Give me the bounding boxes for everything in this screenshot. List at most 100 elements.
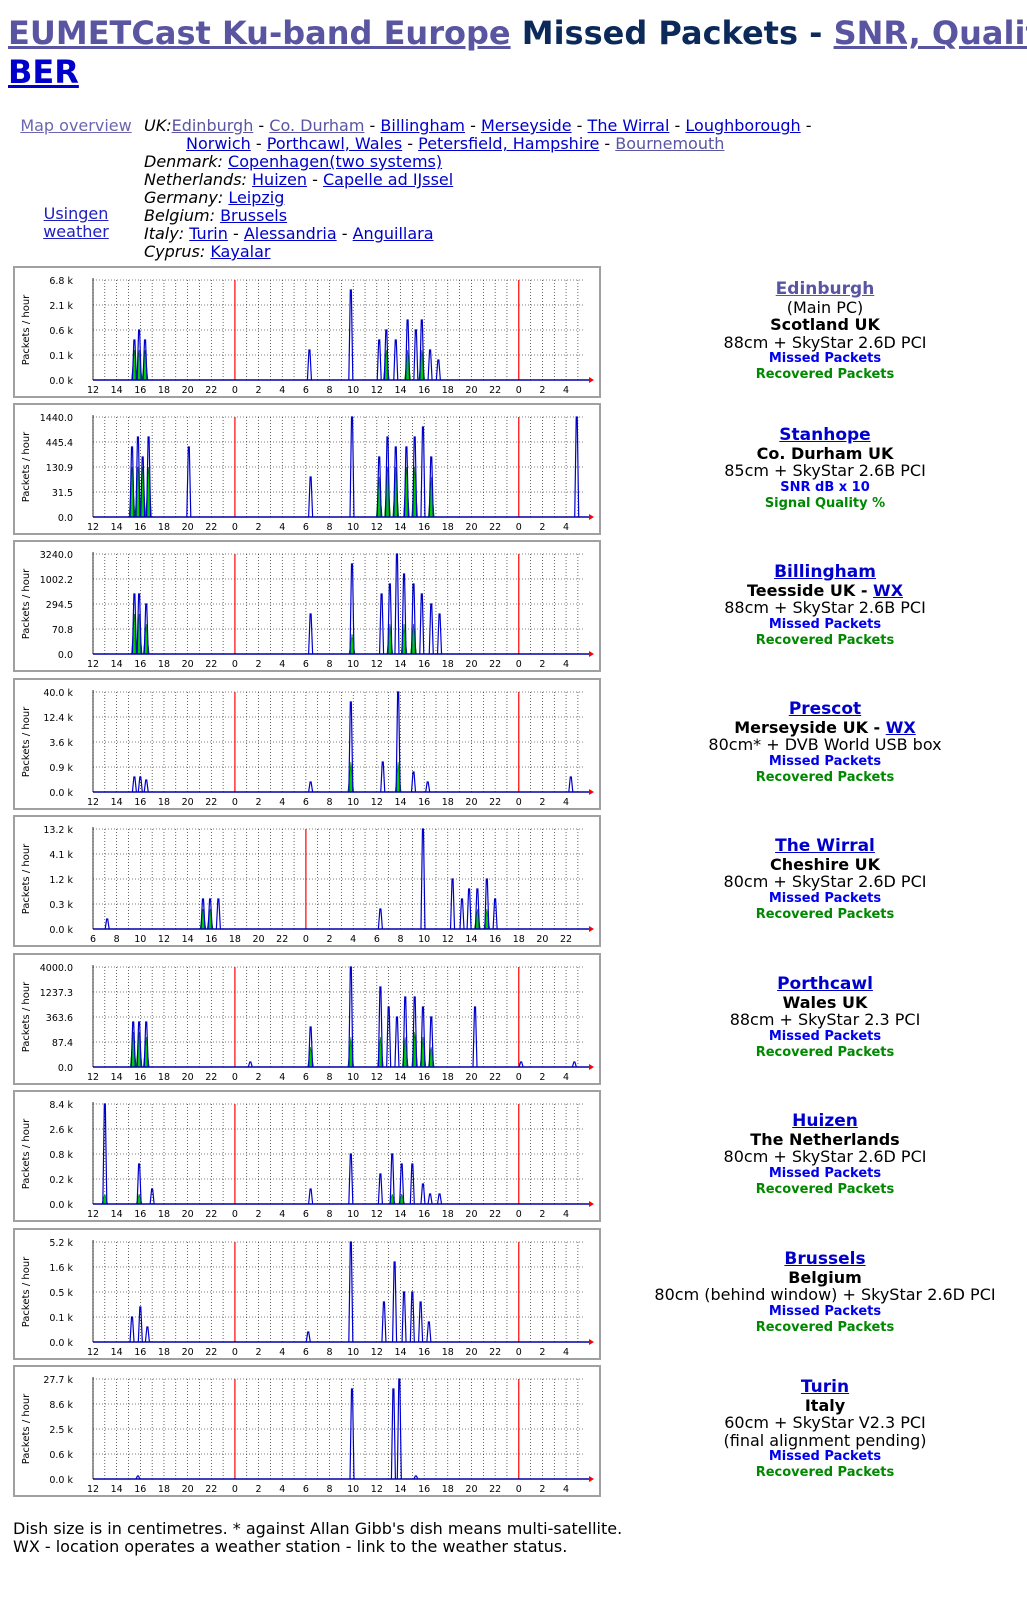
station-link-wirral[interactable]: The Wirral xyxy=(775,836,875,856)
x-tick-label: 4 xyxy=(563,1209,569,1220)
site-link-capelle-ad-ijssel[interactable]: Capelle ad IJssel xyxy=(322,170,454,189)
x-tick-label: 8 xyxy=(327,1484,333,1495)
site-link-huizen[interactable]: Huizen xyxy=(252,170,308,189)
x-tick-label: 0 xyxy=(516,385,522,396)
x-tick-label: 16 xyxy=(418,522,430,533)
site-link-copenhagen-two-systems[interactable]: Copenhagen(two systems) xyxy=(228,152,443,171)
missed-peak xyxy=(136,593,142,655)
missed-peak xyxy=(306,349,313,381)
link-separator: - xyxy=(571,116,588,135)
missed-peak xyxy=(386,1006,392,1068)
site-link-merseyside[interactable]: Merseyside xyxy=(480,116,572,135)
site-link-billingham[interactable]: Billingham xyxy=(380,116,465,135)
missed-peak xyxy=(305,1331,311,1343)
footer-line-dish: Dish size is in centimetres. * against A… xyxy=(13,1519,623,1538)
title-link-snr-quality[interactable]: SNR, Quality xyxy=(833,14,1027,52)
x-tick-label: 18 xyxy=(158,1347,170,1358)
site-link-the-wirral[interactable]: The Wirral xyxy=(587,116,670,135)
missed-peak xyxy=(412,996,418,1068)
map-overview-link[interactable]: Map overview xyxy=(20,116,132,135)
y-tick-label: 0.0 xyxy=(58,650,73,661)
x-tick-label: 4 xyxy=(279,659,285,670)
usingen-weather-link[interactable]: Usingen weather xyxy=(43,204,109,241)
missed-peak xyxy=(186,446,192,518)
x-tick-label: 6 xyxy=(303,1072,309,1083)
usingen-weather-wrap: Usingen weather xyxy=(20,205,132,241)
x-tick-label: 14 xyxy=(394,522,406,533)
site-link-anguillara[interactable]: Anguillara xyxy=(352,224,434,243)
x-tick-label: 0 xyxy=(232,1484,238,1495)
site-link-leipzig[interactable]: Leipzig xyxy=(228,188,285,207)
y-tick-label: 87.4 xyxy=(52,1038,73,1049)
station-note: (Main PC) xyxy=(786,297,864,317)
wx-link-prescot[interactable]: WX xyxy=(885,717,916,737)
title-link-ber[interactable]: BER xyxy=(8,53,79,91)
station-info-wirral: The Wirral Cheshire UK 80cm + SkyStar 2.… xyxy=(640,836,1010,923)
title-link-ku-band[interactable]: EUMETCast Ku-band Europe xyxy=(8,14,511,52)
missed-peak xyxy=(135,436,141,518)
x-tick-label: 12 xyxy=(371,659,383,670)
station-link-turin[interactable]: Turin xyxy=(800,1377,850,1397)
legend-missed: Missed Packets xyxy=(768,890,882,906)
x-tick-label: 18 xyxy=(158,1072,170,1083)
station-location: Co. Durham UK xyxy=(756,443,894,463)
missed-peak xyxy=(143,779,149,793)
y-tick-label: 0.0 xyxy=(58,513,73,524)
x-tick-label: 16 xyxy=(418,1209,430,1220)
legend-missed: Missed Packets xyxy=(768,753,882,769)
wx-link-billingham[interactable]: WX xyxy=(873,580,904,600)
y-axis-label: Packets / hour xyxy=(21,568,32,639)
station-link-stanhope[interactable]: Stanhope xyxy=(779,425,871,445)
missed-peak xyxy=(484,878,490,930)
station-link-billingham[interactable]: Billingham xyxy=(774,562,876,582)
missed-peak xyxy=(420,426,426,518)
missed-peak xyxy=(390,1388,397,1480)
y-tick-label: 5.2 k xyxy=(49,1238,73,1249)
x-tick-label: 10 xyxy=(347,659,359,670)
x-tick-label: 4 xyxy=(563,522,569,533)
station-link-prescot[interactable]: Prescot xyxy=(788,699,862,719)
site-link-brussels[interactable]: Brussels xyxy=(220,206,288,225)
site-link-alessandria[interactable]: Alessandria xyxy=(243,224,337,243)
y-tick-label: 0.2 k xyxy=(49,1175,73,1186)
station-link-edinburgh[interactable]: Edinburgh xyxy=(775,279,875,299)
x-tick-label: 16 xyxy=(134,1209,146,1220)
x-axis-arrow xyxy=(589,926,594,932)
station-link-brussels[interactable]: Brussels xyxy=(784,1249,866,1269)
country-label-belgium: Belgium: xyxy=(144,206,215,225)
x-tick-label: 20 xyxy=(182,797,194,808)
x-tick-label: 14 xyxy=(111,1072,123,1083)
missed-peak xyxy=(393,339,399,381)
station-link-porthcawl[interactable]: Porthcawl xyxy=(777,974,873,994)
site-link-edinburgh[interactable]: Edinburgh xyxy=(171,116,254,135)
x-tick-label: 16 xyxy=(418,385,430,396)
station-info-prescot: Prescot Merseyside UK - WX 80cm* + DVB W… xyxy=(640,699,1010,786)
x-tick-label: 22 xyxy=(489,797,501,808)
site-link-co-durham[interactable]: Co. Durham xyxy=(269,116,365,135)
missed-peak xyxy=(401,573,407,655)
x-tick-label: 0 xyxy=(232,1347,238,1358)
site-link-porthcawl-wales[interactable]: Porthcawl, Wales xyxy=(266,134,403,153)
site-link-turin[interactable]: Turin xyxy=(189,224,228,243)
site-link-kayalar[interactable]: Kayalar xyxy=(210,242,271,261)
site-link-petersfield-hampshire[interactable]: Petersfield, Hampshire xyxy=(418,134,600,153)
chart-panel-brussels: Packets / hour 5.2 k 1.6 k 0.5 k 0.1 k 0.0 k 1… xyxy=(13,1228,601,1360)
x-tick-label: 12 xyxy=(87,797,99,808)
y-tick-label: 8.6 k xyxy=(49,1400,73,1411)
x-tick-label: 16 xyxy=(134,797,146,808)
x-tick-label: 2 xyxy=(256,1484,262,1495)
y-tick-label: 445.4 xyxy=(46,438,73,449)
x-tick-label: 8 xyxy=(327,1072,333,1083)
x-tick-label: 20 xyxy=(182,385,194,396)
site-link-loughborough[interactable]: Loughborough xyxy=(685,116,801,135)
station-location: Belgium xyxy=(788,1267,862,1287)
station-link-huizen[interactable]: Huizen xyxy=(792,1111,858,1131)
missed-peak xyxy=(145,436,152,518)
missed-peak xyxy=(393,446,399,518)
x-tick-label: 14 xyxy=(111,522,123,533)
site-link-norwich[interactable]: Norwich xyxy=(186,134,251,153)
missed-peak xyxy=(449,878,456,930)
x-tick-label: 14 xyxy=(111,1484,123,1495)
x-tick-label: 6 xyxy=(303,1347,309,1358)
site-link-bournemouth[interactable]: Bournemouth xyxy=(615,134,725,153)
